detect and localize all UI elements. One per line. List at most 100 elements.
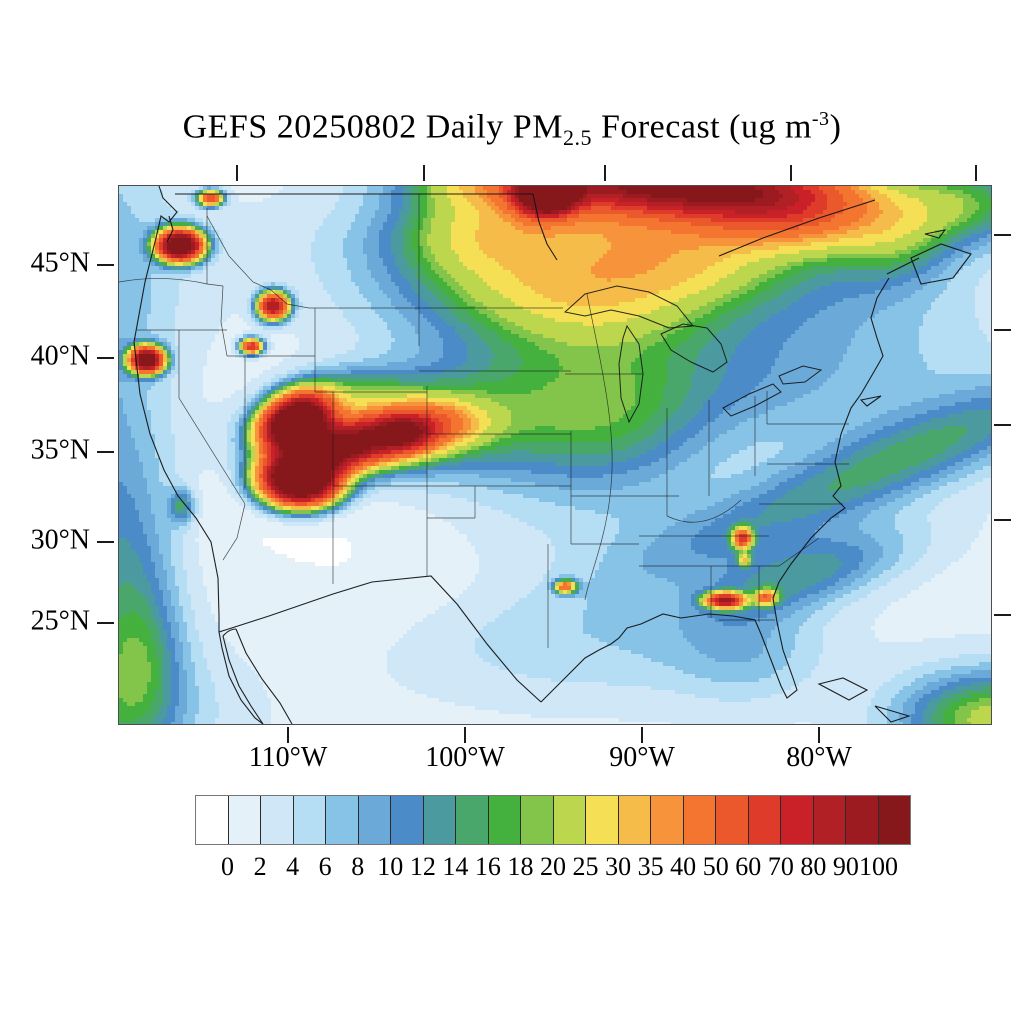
title-middle: Forecast (ug m: [591, 108, 812, 146]
lat-tick-left: [97, 264, 114, 266]
lon-tick-bottom: [287, 727, 289, 743]
colorbar-tick-label: 8: [351, 852, 365, 881]
lat-tick-left: [97, 451, 114, 453]
lon-tick-top: [423, 165, 425, 181]
colorbar-cell: [683, 796, 716, 844]
lon-tick-top: [975, 165, 977, 181]
state-border-path: [206, 283, 224, 287]
lat-tick-right: [994, 519, 1011, 521]
lon-tick-top: [790, 165, 792, 181]
state-border-path: [178, 330, 246, 561]
colorbar-tick-label: 70: [767, 852, 794, 881]
colorbar-tick-label: 2: [253, 852, 267, 881]
colorbar-tick-label: 0: [221, 852, 235, 881]
coastline-path: [222, 635, 264, 724]
lat-tick-label: 25°N: [30, 605, 90, 637]
colorbar-cell: [846, 796, 879, 844]
coastline-path: [718, 237, 764, 257]
colorbar-cell: [358, 796, 391, 844]
coastline-path: [166, 215, 174, 243]
title-superscript: -3: [811, 108, 830, 130]
lat-tick-label: 45°N: [30, 247, 90, 279]
colorbar-cell: [748, 796, 781, 844]
coastline-path: [222, 628, 237, 637]
colorbar-tick-label: 12: [409, 852, 436, 881]
lat-tick-right: [994, 329, 1011, 331]
figure-title: GEFS 20250802 Daily PM2.5 Forecast (ug m…: [0, 108, 1024, 151]
title-subscript: 2.5: [562, 125, 592, 151]
state-border-path: [778, 537, 820, 567]
colorbar-tick-label: 40: [670, 852, 697, 881]
coastline-path: [532, 193, 558, 261]
state-border-path: [119, 278, 208, 285]
state-border-path: [584, 293, 613, 601]
great-lake-outline: [778, 365, 823, 385]
lat-tick-right: [994, 234, 1011, 236]
map-plot-area: [118, 185, 992, 725]
colorbar-cell: [228, 796, 261, 844]
colorbar-cell: [456, 796, 489, 844]
title-prefix: GEFS 20250802 Daily PM: [182, 108, 563, 146]
great-lake-outline: [660, 323, 728, 373]
colorbar-cell: [391, 796, 424, 844]
coastline-path: [859, 395, 882, 407]
colorbar-cell: [618, 796, 651, 844]
colorbar-cell: [521, 796, 554, 844]
coastline-path: [910, 243, 972, 285]
coastline-path: [886, 257, 920, 275]
colorbar-tick-label: 80: [800, 852, 827, 881]
great-lake-outline: [722, 383, 782, 417]
colorbar-tick-label: 18: [507, 852, 534, 881]
coastline-path: [235, 628, 293, 724]
lon-tick-bottom: [464, 727, 466, 743]
colorbar-tick-label: 20: [540, 852, 566, 881]
colorbar-tick-label: 25: [572, 852, 599, 881]
lon-tick-top: [604, 165, 606, 181]
colorbar-cell: [781, 796, 814, 844]
great-lake-outline: [618, 324, 644, 424]
colorbar: [195, 795, 911, 845]
colorbar-tick-label: 35: [637, 852, 664, 881]
lon-tick-label: 90°W: [609, 742, 675, 773]
colorbar-cell: [423, 796, 456, 844]
coastline-path: [762, 199, 876, 239]
coastline-path: [817, 677, 869, 701]
coastline-path: [924, 229, 947, 239]
lat-tick-left: [97, 357, 114, 359]
great-lake-outline: [563, 285, 694, 329]
colorbar-cell: [488, 796, 521, 844]
colorbar-cell: [293, 796, 326, 844]
colorbar-tick-label: 4: [286, 852, 300, 881]
state-border-path: [220, 285, 228, 357]
lon-tick-top: [236, 165, 238, 181]
colorbar-tick-label: 90: [832, 852, 859, 881]
colorbar-tick-label: 30: [605, 852, 632, 881]
lon-tick-label: 80°W: [786, 742, 852, 773]
colorbar-tick-label: 50: [702, 852, 729, 881]
colorbar-tick-label: 100: [858, 852, 898, 881]
lat-tick-left: [97, 541, 114, 543]
colorbar-cell: [878, 796, 910, 844]
colorbar-tick-label: 6: [318, 852, 332, 881]
colorbar-tick-label: 16: [474, 852, 501, 881]
lat-tick-label: 30°N: [30, 524, 90, 556]
colorbar-cell: [716, 796, 749, 844]
state-border-path: [206, 215, 272, 291]
colorbar-tick-label: 60: [735, 852, 762, 881]
colorbar-tick-label: 10: [377, 852, 404, 881]
coastline-path: [540, 277, 890, 703]
colorbar-cell: [326, 796, 359, 844]
colorbar-cell: [196, 796, 229, 844]
colorbar-tick-label: 14: [442, 852, 469, 881]
pm25-field-canvas: [119, 186, 991, 724]
lon-tick-label: 110°W: [248, 742, 328, 773]
lon-tick-bottom: [641, 727, 643, 743]
colorbar-cell: [553, 796, 586, 844]
coastline-path: [218, 575, 542, 703]
lon-tick-bottom: [818, 727, 820, 743]
state-border-path: [270, 289, 310, 309]
colorbar-cell: [261, 796, 294, 844]
geography-overlay: [119, 186, 972, 724]
colorbar-cell: [651, 796, 684, 844]
